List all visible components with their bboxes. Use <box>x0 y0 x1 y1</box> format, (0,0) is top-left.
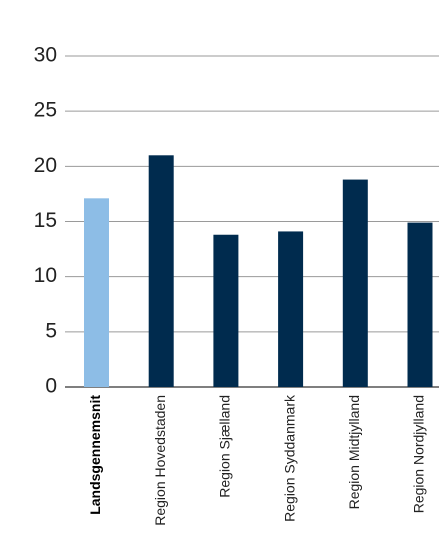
y-tick-label: 20 <box>34 154 57 177</box>
x-tick-label: Region Sjælland <box>217 395 233 498</box>
x-tick-label: Landsgennemsnit <box>87 395 103 515</box>
x-tick-label: Region Midtjylland <box>346 395 362 509</box>
x-tick-label: Region Hovedstaden <box>152 395 168 526</box>
y-tick-label: 25 <box>34 99 57 122</box>
y-tick-label: 10 <box>34 264 57 287</box>
x-tick-label: Region Nordjylland <box>411 395 427 513</box>
bar <box>407 222 433 387</box>
bar <box>278 231 304 387</box>
bar <box>342 179 368 387</box>
y-tick-label: 30 <box>34 44 57 67</box>
y-tick-label: 0 <box>45 375 57 398</box>
bar <box>84 198 109 387</box>
bar <box>148 155 174 387</box>
y-tick-label: 5 <box>45 319 57 342</box>
bar <box>213 234 239 387</box>
x-tick-label: Region Syddanmark <box>281 394 297 522</box>
y-tick-label: 15 <box>34 209 57 232</box>
